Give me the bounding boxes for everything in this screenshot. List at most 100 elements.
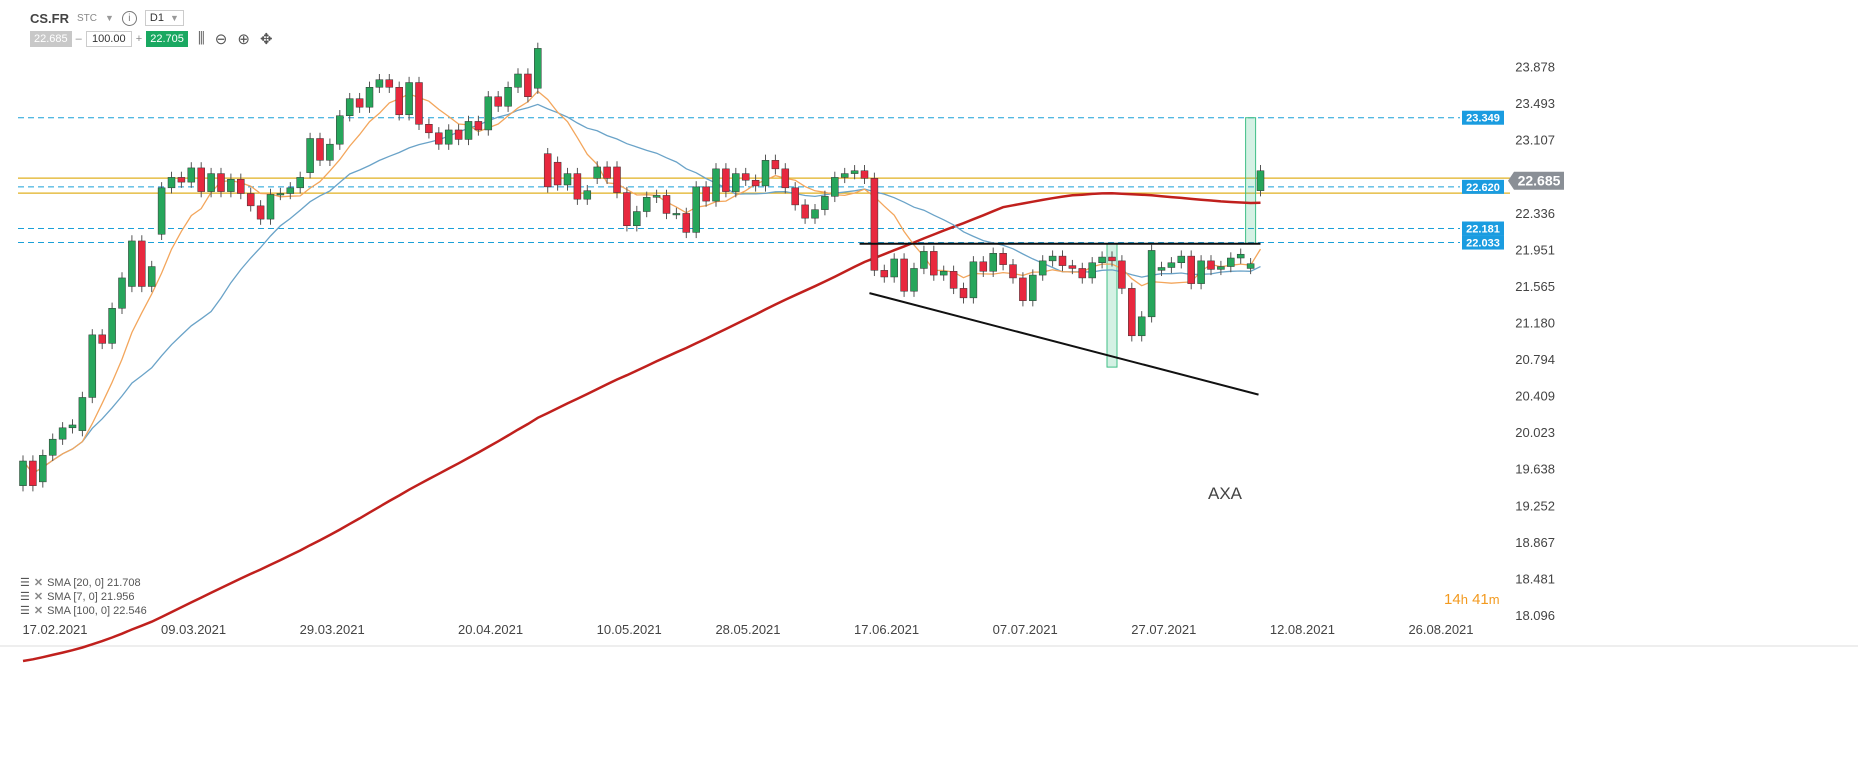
- y-tick-label: 23.493: [1515, 96, 1555, 111]
- x-tick-label: 29.03.2021: [300, 622, 365, 637]
- sell-price-button[interactable]: 22.685: [30, 31, 72, 47]
- candle-up: [227, 179, 235, 192]
- candle-down: [217, 173, 225, 192]
- symbol-label[interactable]: CS.FR: [30, 10, 69, 26]
- y-tick-label: 20.409: [1515, 389, 1555, 404]
- candle-down: [781, 168, 790, 189]
- candle-up: [1256, 170, 1265, 191]
- candle-up: [1227, 257, 1235, 267]
- x-tick-label: 17.02.2021: [22, 622, 87, 637]
- buy-price-button[interactable]: 22.705: [146, 31, 188, 47]
- candle-up: [464, 121, 473, 140]
- candle-down: [237, 179, 245, 194]
- candle-down: [771, 160, 780, 170]
- chart-tools: ⫼ ⊖ ⊕ ✥: [198, 30, 273, 48]
- candle-up: [336, 115, 344, 145]
- x-tick-label: 20.04.2021: [458, 622, 523, 637]
- candle-up: [642, 197, 651, 212]
- candle-up: [48, 438, 57, 456]
- list-icon: ☰: [20, 605, 30, 617]
- y-tick-label: 20.794: [1515, 352, 1555, 367]
- y-tick-label: 21.180: [1515, 315, 1555, 330]
- candle-up: [157, 187, 166, 235]
- candle-up: [633, 211, 641, 227]
- volume-input[interactable]: 100.00: [85, 31, 132, 47]
- candle-down: [682, 213, 691, 233]
- candle-up: [732, 173, 740, 192]
- y-tick-label: 23.107: [1515, 133, 1555, 148]
- candle-up: [1029, 274, 1037, 301]
- level-badge: [1462, 221, 1504, 236]
- candle-up: [1197, 260, 1205, 284]
- candle-up: [969, 261, 978, 299]
- candle-down: [900, 258, 908, 292]
- price-axis: 23.87823.49323.10722.72222.33621.95121.5…: [1515, 60, 1555, 623]
- candle-up: [1147, 250, 1156, 318]
- candle-up: [890, 258, 898, 278]
- candle-up: [821, 196, 829, 210]
- candle-down: [425, 124, 433, 134]
- candle-up: [68, 424, 77, 429]
- y-tick-label: 22.336: [1515, 206, 1555, 221]
- candle-up: [672, 213, 681, 216]
- legend-item-sma7[interactable]: ☰ ✕ SMA [7, 0] 21.956: [20, 590, 147, 604]
- candle-countdown: 14h 41m: [1444, 591, 1500, 608]
- current-price-badge: [1508, 171, 1564, 190]
- level-badge-label: 23.349: [1466, 113, 1500, 125]
- candle-down: [197, 167, 205, 192]
- close-icon[interactable]: ✕: [33, 577, 44, 589]
- candle-up: [504, 87, 512, 107]
- candle-up: [58, 427, 67, 440]
- trade-panel: 22.685 – 100.00 + 22.705 ⫼ ⊖ ⊕ ✥: [30, 30, 273, 48]
- x-tick-label: 09.03.2021: [161, 622, 226, 637]
- x-tick-label: 26.08.2021: [1408, 622, 1473, 637]
- candle-up: [187, 167, 196, 183]
- chevron-down-icon[interactable]: ▼: [105, 13, 114, 23]
- candle-down: [880, 270, 889, 278]
- candle-down: [385, 79, 394, 88]
- level-badge: [1462, 179, 1504, 194]
- close-icon[interactable]: ✕: [33, 591, 44, 603]
- legend-item-sma100[interactable]: ☰ ✕ SMA [100, 0] 22.546: [20, 604, 147, 618]
- timeframe-select[interactable]: D1 ▼: [144, 10, 184, 26]
- candle-down: [1187, 255, 1195, 284]
- candle-up: [1236, 253, 1245, 259]
- timeframe-value: D1: [149, 12, 164, 24]
- level-badge-label: 22.181: [1466, 224, 1500, 236]
- candle-down: [1068, 265, 1077, 269]
- move-icon[interactable]: ✥: [259, 31, 273, 48]
- decrease-volume-button[interactable]: –: [75, 33, 82, 45]
- candle-up: [1137, 316, 1146, 337]
- zoom-in-icon[interactable]: ⊕: [237, 31, 250, 48]
- x-tick-label: 28.05.2021: [715, 622, 780, 637]
- time-axis: 17.02.2021 09.03.2021 29.03.2021 20.04.2021…: [22, 622, 1473, 637]
- candle-down: [1118, 260, 1126, 289]
- candle-up: [128, 240, 136, 287]
- increase-volume-button[interactable]: +: [135, 33, 143, 45]
- legend-item-sma20[interactable]: ☰ ✕ SMA [20, 0] 21.708: [20, 576, 147, 590]
- candle-up: [345, 98, 354, 116]
- pattern-box: [1245, 117, 1257, 245]
- candle-up: [78, 397, 87, 431]
- candle-up: [811, 209, 819, 219]
- candle-up: [840, 173, 849, 178]
- candle-down: [1078, 268, 1087, 279]
- candle-down: [395, 87, 403, 116]
- x-tick-label: 27.07.2021: [1131, 622, 1196, 637]
- candle-up: [1038, 260, 1047, 276]
- chart-type-icon[interactable]: ⫼: [197, 30, 205, 47]
- candle-down: [722, 168, 730, 192]
- close-icon[interactable]: ✕: [33, 605, 44, 617]
- candle-up: [989, 253, 997, 272]
- market-label: STC: [77, 12, 97, 24]
- candle-down: [256, 205, 265, 220]
- candle-up: [405, 82, 413, 116]
- info-icon[interactable]: i: [121, 10, 137, 26]
- candle-down: [999, 253, 1007, 265]
- stock-name-label: AXA: [1208, 484, 1243, 503]
- chart-toolbar: CS.FR STC ▼ i D1 ▼: [30, 8, 184, 28]
- candle-up: [583, 190, 592, 200]
- candle-down: [662, 195, 671, 214]
- zoom-out-icon[interactable]: ⊖: [214, 31, 228, 48]
